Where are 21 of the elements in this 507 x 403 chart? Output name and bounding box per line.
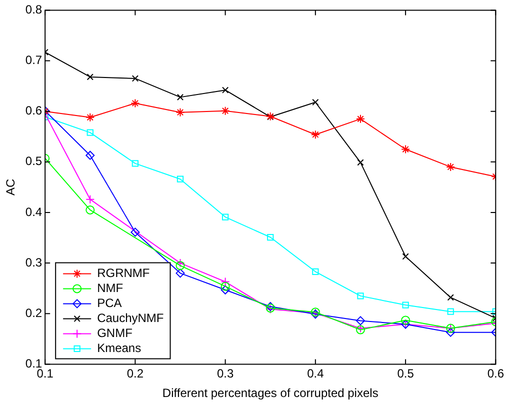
- y-tick-label: 0.2: [25, 306, 42, 320]
- x-tick-label: 0.2: [126, 366, 144, 381]
- legend-label: CauchyNMF: [97, 311, 164, 326]
- x-tick-label: 0.4: [307, 366, 324, 381]
- legend-label: NMF: [97, 281, 124, 296]
- x-tick-label: 0.1: [36, 366, 54, 381]
- y-tick-label: 0.5: [25, 154, 42, 168]
- legend-label: PCA: [97, 296, 122, 310]
- y-tick-label: 0.3: [25, 255, 42, 270]
- x-axis-title: Different percentages of corrupted pixels: [162, 386, 378, 400]
- legend-label: Kmeans: [97, 341, 142, 356]
- x-tick-label: 0.3: [216, 366, 234, 381]
- x-tick-label: 0.6: [487, 366, 504, 381]
- y-tick-label: 0.6: [25, 104, 42, 118]
- y-tick-label: 0.4: [25, 204, 42, 219]
- legend-label: GNMF: [97, 326, 132, 340]
- x-tick-label: 0.5: [397, 366, 414, 381]
- y-tick-label: 0.8: [25, 2, 42, 17]
- y-axis-title: AC: [4, 178, 18, 196]
- y-tick-label: 0.7: [25, 53, 42, 68]
- legend-label: RGRNMF: [97, 266, 150, 280]
